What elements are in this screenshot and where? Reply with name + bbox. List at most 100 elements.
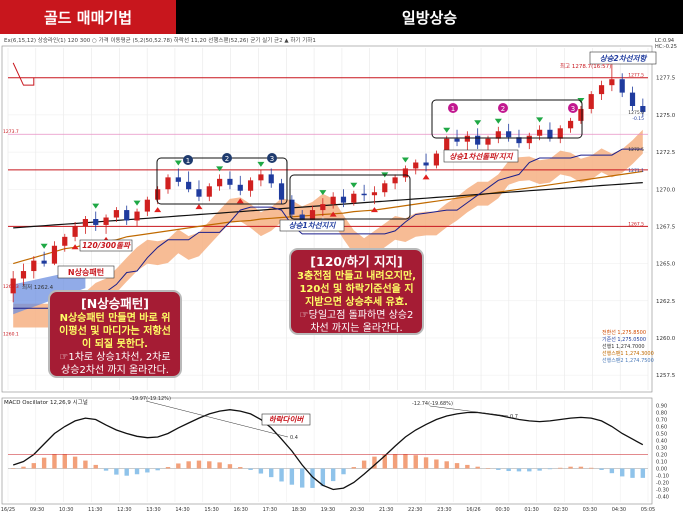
- support-line-label: 상승1차선지지: [279, 219, 345, 232]
- macd-histogram-bar: [485, 468, 491, 469]
- time-tick-label: 03:30: [583, 507, 597, 513]
- n-pattern-explainer-line-2: 이평선 및 마디가는 저항선: [59, 326, 171, 337]
- right-tag: 1267.5: [628, 221, 644, 227]
- candle-body: [124, 210, 130, 221]
- candle-body: [433, 153, 439, 166]
- candle-body: [392, 177, 398, 184]
- candle-body: [165, 177, 171, 190]
- svg-text:N상승패턴: N상승패턴: [68, 267, 104, 277]
- macd-histogram-bar: [176, 463, 181, 469]
- candle-body: [20, 271, 27, 279]
- sell-arrow: [154, 207, 162, 213]
- macd-histogram-bar: [83, 460, 88, 469]
- price-tick-label: 1260.0: [656, 336, 676, 342]
- buy-arrow: [216, 166, 224, 172]
- candle-body: [640, 105, 646, 112]
- candle-body: [516, 137, 522, 144]
- macd-tick-label: 0.30: [656, 446, 667, 452]
- candle-body: [320, 204, 326, 211]
- macd-peak1: -19.97(-19.12%): [130, 396, 171, 402]
- sell-arrow: [236, 198, 244, 204]
- macd-tick-label: 0.50: [656, 432, 667, 438]
- divergence-line-1: [145, 400, 289, 438]
- price-tick-label: 1262.5: [656, 299, 676, 305]
- buy-arrow: [257, 161, 265, 167]
- axes: 1277.5 1275.0 1272.5 1270.0 1267.5 1265.0 1262…: [1, 38, 677, 513]
- time-tick-label: 01:30: [524, 507, 538, 513]
- macd-histogram-bar: [155, 468, 160, 471]
- candle-body: [413, 162, 419, 169]
- macd-tick-label: 0.70: [656, 418, 667, 424]
- price-panel-frame: [1, 45, 653, 393]
- time-tick-label: 13:30: [146, 507, 160, 513]
- sell-arrow: [195, 204, 203, 210]
- macd-histogram-bar: [41, 457, 47, 469]
- candle-body: [175, 177, 181, 182]
- macd-val-a: 0.4: [290, 435, 298, 441]
- macd-histogram-bar: [578, 466, 584, 469]
- support-explainer-line-2: 120선 및 하락기준선을 지: [299, 284, 414, 295]
- n-pattern-explainer-line-3: 이 되질 못한다.: [82, 339, 148, 350]
- time-tick-label: 15:30: [204, 507, 218, 513]
- macd-histogram-bar: [310, 468, 315, 488]
- right-top-hc: HC:-0.25: [655, 44, 677, 50]
- macd-histogram-bar: [537, 468, 542, 471]
- macd-peak2: -12.74(-19.68%): [412, 401, 453, 407]
- pattern-box-3: [431, 99, 583, 139]
- price-tick-label: 1272.5: [656, 150, 676, 156]
- macd-histogram-bar: [444, 461, 449, 469]
- candle-body: [289, 199, 295, 215]
- macd-histogram-bar: [568, 466, 573, 469]
- candle-body: [598, 85, 605, 95]
- time-tick-label: 20:30: [350, 507, 364, 513]
- ma-break-label: 120/300돌파: [79, 239, 133, 252]
- header-left-title: 골드 매매기법: [0, 0, 176, 34]
- macd-histogram-bar: [114, 468, 119, 475]
- pattern-number-1: 1: [183, 155, 193, 165]
- sell-arrow: [329, 211, 337, 217]
- candle-body: [454, 138, 460, 142]
- candle-body: [619, 79, 625, 93]
- macd-histogram-bar: [196, 460, 202, 469]
- candle-body: [93, 219, 99, 225]
- chart-area: Ex(6,15,12) 상승라인(1) 120 300 ○ 가격 이동평균 (5…: [0, 34, 683, 514]
- macd-histogram-bar: [434, 459, 439, 469]
- candle-body: [309, 210, 316, 222]
- macd-histogram-bar: [330, 468, 336, 482]
- candle-body: [144, 199, 150, 212]
- macd-histogram-bar: [124, 468, 129, 476]
- candle-body: [31, 260, 37, 272]
- price-tick-label: 1267.5: [656, 224, 676, 230]
- macd-histogram-bar: [238, 467, 243, 469]
- candle-body: [268, 174, 274, 184]
- macd-title: MACD Oscillator 12,26,9 시그널: [4, 398, 88, 406]
- buy-arrow: [133, 200, 141, 206]
- svg-text:전환선 1,275.8500: 전환선 1,275.8500: [602, 329, 646, 336]
- pattern-box-2: [289, 174, 411, 220]
- macd-histogram-bar: [619, 468, 625, 477]
- svg-text:상승1차선지지: 상승1차선지지: [289, 221, 337, 230]
- candles: [10, 59, 646, 303]
- macd-histogram-bar: [351, 467, 357, 469]
- pattern-number-6: 3: [568, 103, 578, 113]
- svg-text:상승1차선돌파/지지: 상승1차선돌파/지지: [449, 152, 513, 161]
- macd-histogram-bar: [289, 468, 295, 485]
- left-spike-line: [12, 62, 35, 86]
- sell-arrow: [422, 174, 430, 180]
- candle-body: [330, 196, 336, 205]
- buy-arrow: [443, 127, 451, 133]
- macd-histogram-bar: [599, 468, 604, 470]
- time-tick-label: 18:30: [292, 507, 306, 513]
- support-explainer-line-5: 차선 까지는 올라간다.: [310, 323, 403, 334]
- time-tick-label: 04:30: [612, 507, 626, 513]
- buy-arrow: [40, 243, 48, 249]
- candle-body: [103, 217, 109, 225]
- buy-arrow: [536, 117, 544, 123]
- page-header: 골드 매매기법 일방상승: [0, 0, 683, 34]
- macd-tick-label: -0.30: [656, 488, 669, 494]
- macd-histogram-bar: [506, 468, 511, 472]
- candle-body: [340, 196, 347, 203]
- macd-histogram-bar: [269, 468, 274, 478]
- macd-tick-label: 0.60: [656, 425, 667, 431]
- macd-histogram-bar: [186, 461, 191, 469]
